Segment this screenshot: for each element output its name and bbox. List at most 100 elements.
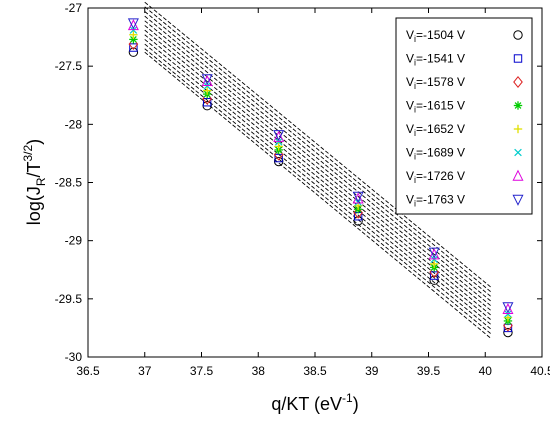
data-point-star bbox=[129, 35, 138, 44]
legend-label-rest: =-1578 V bbox=[416, 75, 465, 89]
legend-marker-triangle-down bbox=[512, 194, 524, 206]
x-axis-label: q/KT (eV-1) bbox=[271, 391, 358, 414]
legend-label-sub: i bbox=[414, 199, 416, 209]
x-tick-label: 40 bbox=[479, 364, 493, 378]
data-point-triangle-up bbox=[352, 192, 364, 204]
fit-line bbox=[144, 1, 492, 288]
legend-label-v: V bbox=[406, 122, 414, 136]
fit-line bbox=[144, 39, 492, 325]
y-tick-label: -29.5 bbox=[55, 292, 83, 306]
x-axis-label-main: q/KT (eV bbox=[271, 394, 342, 414]
x-axis-label-sup: -1 bbox=[342, 391, 353, 405]
legend-label-v: V bbox=[406, 52, 414, 66]
data-point-triangle-down bbox=[273, 130, 285, 142]
data-point-triangle-down bbox=[127, 18, 139, 30]
data-markers bbox=[127, 18, 514, 338]
legend-label-sub: i bbox=[414, 175, 416, 185]
data-point-plus bbox=[202, 86, 212, 95]
data-point-plus bbox=[129, 30, 138, 39]
x-tick-label: 40.5 bbox=[530, 364, 550, 378]
x-tick-label: 36.5 bbox=[76, 364, 100, 378]
data-point-triangle-up bbox=[201, 74, 213, 86]
legend-label-rest: =-1615 V bbox=[416, 99, 465, 113]
legend-entries: Vi=-1504 VVi=-1541 VVi=-1578 VVi=-1615 V… bbox=[406, 28, 524, 209]
data-point-triangle-up bbox=[273, 130, 285, 142]
x-tick-label: 38 bbox=[252, 364, 266, 378]
legend-label-v: V bbox=[406, 99, 414, 113]
y-tick-label: -29 bbox=[65, 234, 83, 248]
y-tick-label: -27.5 bbox=[55, 59, 83, 73]
data-point-triangle-up bbox=[428, 248, 440, 260]
data-point-circle bbox=[503, 327, 513, 338]
legend-label-sub: i bbox=[414, 105, 416, 115]
x-tick-label: 37.5 bbox=[190, 364, 214, 378]
fit-line bbox=[144, 25, 492, 311]
data-point-plus bbox=[429, 259, 439, 269]
x-axis-ticks: 36.5 37 37.5 38 38.5 39 39.5 40 40.5 bbox=[76, 8, 550, 378]
data-point-triangle-down bbox=[502, 302, 514, 314]
y-axis-label-sub: R bbox=[34, 177, 48, 186]
data-point-square bbox=[202, 98, 212, 107]
legend-marker-diamond bbox=[513, 76, 523, 88]
legend-label-rest: =-1541 V bbox=[416, 52, 465, 66]
data-point-triangle-up bbox=[502, 302, 514, 315]
legend-label-sub: i bbox=[414, 152, 416, 162]
y-tick-label: -27 bbox=[65, 1, 83, 15]
y-axis-label-sup: 3/2 bbox=[21, 144, 35, 161]
legend-marker-x bbox=[514, 148, 522, 157]
legend: Vi=-1504 VVi=-1541 VVi=-1578 VVi=-1615 V… bbox=[395, 17, 533, 215]
y-tick-label: -28.5 bbox=[55, 176, 83, 190]
legend-label: Vi=-1652 V bbox=[406, 122, 465, 138]
x-tick-label: 39 bbox=[365, 364, 379, 378]
legend-marker-plus bbox=[513, 124, 523, 134]
y-axis-label-main: log(J bbox=[24, 186, 44, 225]
legend-label-sub: i bbox=[414, 81, 416, 91]
x-axis-label-tail: ) bbox=[353, 394, 359, 414]
legend-label: Vi=-1763 V bbox=[406, 193, 465, 209]
y-tick-label: -28 bbox=[65, 117, 83, 131]
legend-label: Vi=-1689 V bbox=[406, 146, 465, 162]
legend-label: Vi=-1504 V bbox=[406, 28, 465, 44]
legend-label-sub: i bbox=[414, 58, 416, 68]
y-axis-label: log(JR/T3/2) bbox=[21, 139, 48, 225]
data-point-circle bbox=[353, 216, 363, 226]
fit-line bbox=[144, 43, 492, 330]
legend-marker-triangle-up bbox=[512, 169, 524, 181]
legend-label-v: V bbox=[406, 193, 414, 207]
legend-label-v: V bbox=[406, 169, 414, 183]
legend-label-rest: =-1726 V bbox=[416, 169, 465, 183]
legend-label: Vi=-1726 V bbox=[406, 169, 465, 185]
data-point-circle bbox=[429, 275, 439, 285]
legend-label-rest: =-1763 V bbox=[416, 193, 465, 207]
legend-label-rest: =-1652 V bbox=[416, 122, 465, 136]
legend-label: Vi=-1578 V bbox=[406, 75, 465, 91]
legend-label-v: V bbox=[406, 28, 414, 42]
x-tick-label: 37 bbox=[138, 364, 152, 378]
legend-label-rest: =-1689 V bbox=[416, 146, 465, 160]
legend-marker-square bbox=[513, 54, 523, 63]
legend-label-rest: =-1504 V bbox=[416, 28, 465, 42]
legend-label-sub: i bbox=[414, 34, 416, 44]
data-point-circle bbox=[128, 47, 139, 57]
y-axis-label-tail: ) bbox=[24, 139, 44, 145]
data-point-square bbox=[429, 271, 439, 280]
data-point-triangle-down bbox=[352, 191, 364, 203]
fit-line bbox=[144, 11, 492, 297]
legend-label-v: V bbox=[406, 75, 414, 89]
y-axis-ticks: -30 -29.5 -29 -28.5 -28 -27.5 -27 bbox=[55, 1, 542, 364]
y-tick-label: -30 bbox=[65, 350, 83, 364]
legend-marker-star bbox=[513, 101, 523, 110]
data-point-plus bbox=[274, 142, 283, 151]
data-point-triangle-up bbox=[127, 19, 139, 31]
data-point-diamond bbox=[353, 206, 363, 219]
legend-label-v: V bbox=[406, 146, 414, 160]
legend-box bbox=[395, 17, 533, 215]
data-point-square bbox=[274, 153, 283, 163]
data-point-square bbox=[129, 43, 138, 52]
x-tick-label: 39.5 bbox=[417, 364, 441, 378]
fit-line bbox=[144, 15, 492, 302]
legend-label: Vi=-1541 V bbox=[406, 52, 465, 68]
y-axis-label-mid: /T bbox=[24, 161, 44, 177]
legend-marker-circle bbox=[513, 30, 523, 40]
